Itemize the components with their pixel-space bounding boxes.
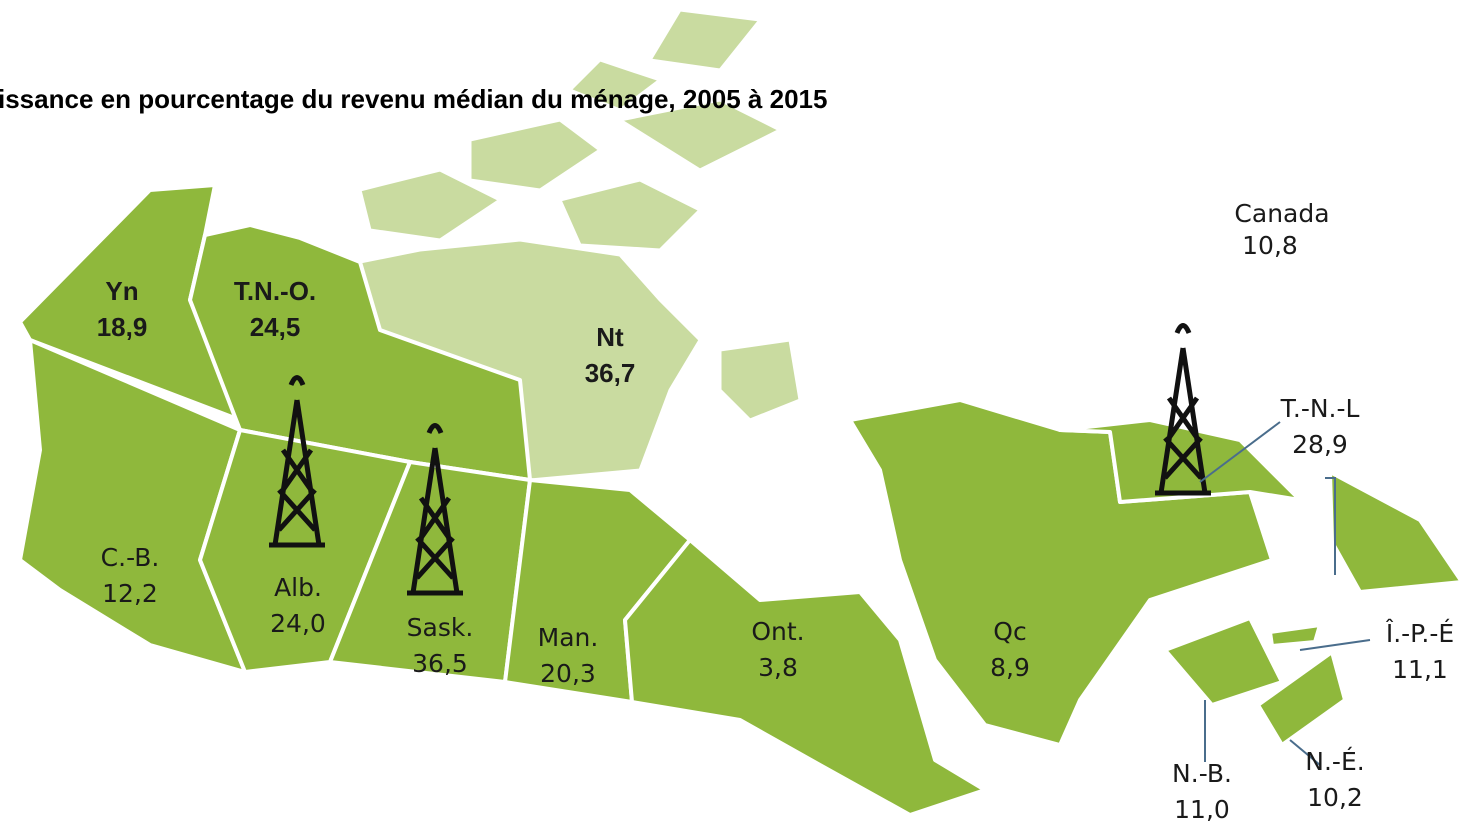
region-name: Alb. bbox=[274, 573, 322, 602]
ont-region bbox=[623, 538, 987, 817]
tno-region bbox=[188, 223, 532, 482]
nb-region bbox=[1163, 616, 1284, 707]
region-value: 12,2 bbox=[102, 579, 158, 608]
arctic-islands bbox=[358, 8, 802, 422]
region-value: 24,5 bbox=[250, 312, 301, 342]
region-value: 36,5 bbox=[412, 649, 468, 678]
region-value: 11,1 bbox=[1392, 655, 1448, 684]
region-value: 11,0 bbox=[1174, 795, 1230, 824]
region-name: Nt bbox=[596, 322, 624, 352]
region-name: Î.-P.-É bbox=[1385, 619, 1454, 648]
region-value: 8,9 bbox=[990, 653, 1030, 682]
region-name: Yn bbox=[105, 276, 138, 306]
region-name: Ont. bbox=[751, 617, 804, 646]
region-name: Sask. bbox=[407, 613, 474, 642]
region-value: 24,0 bbox=[270, 609, 326, 638]
region-name: N.-B. bbox=[1172, 759, 1232, 788]
national-name: Canada bbox=[1234, 199, 1329, 228]
alb-region bbox=[198, 428, 412, 674]
oil-rig bbox=[269, 375, 325, 548]
ipe-region bbox=[1268, 623, 1322, 648]
region-name: T.-N.-L bbox=[1280, 394, 1360, 423]
oil-rig bbox=[1155, 323, 1211, 496]
region-value: 10,2 bbox=[1307, 783, 1363, 812]
region-value: 36,7 bbox=[585, 358, 636, 388]
region-name: Qc bbox=[993, 617, 1026, 646]
region-value: 3,8 bbox=[758, 653, 798, 682]
region-labels: Yn 18,9 T.N.-O. 24,5 Nt 36,7 C.-B. 12,2 Alb. 24,0… bbox=[97, 276, 1454, 824]
region-value: 18,9 bbox=[97, 312, 148, 342]
leader-lines bbox=[1199, 421, 1371, 766]
oil-rig bbox=[407, 423, 463, 596]
ne-region bbox=[1256, 650, 1347, 747]
region-name: T.N.-O. bbox=[234, 276, 316, 306]
region-value: 28,9 bbox=[1292, 430, 1348, 459]
region-name: C.-B. bbox=[101, 543, 160, 572]
title: issance en pourcentage du revenu médian … bbox=[0, 84, 827, 114]
tnl-island bbox=[1328, 470, 1464, 594]
region-name: N.-É. bbox=[1305, 747, 1364, 776]
national-value: 10,8 bbox=[1242, 231, 1298, 260]
region-value: 20,3 bbox=[540, 659, 596, 688]
region-name: Man. bbox=[538, 623, 599, 652]
